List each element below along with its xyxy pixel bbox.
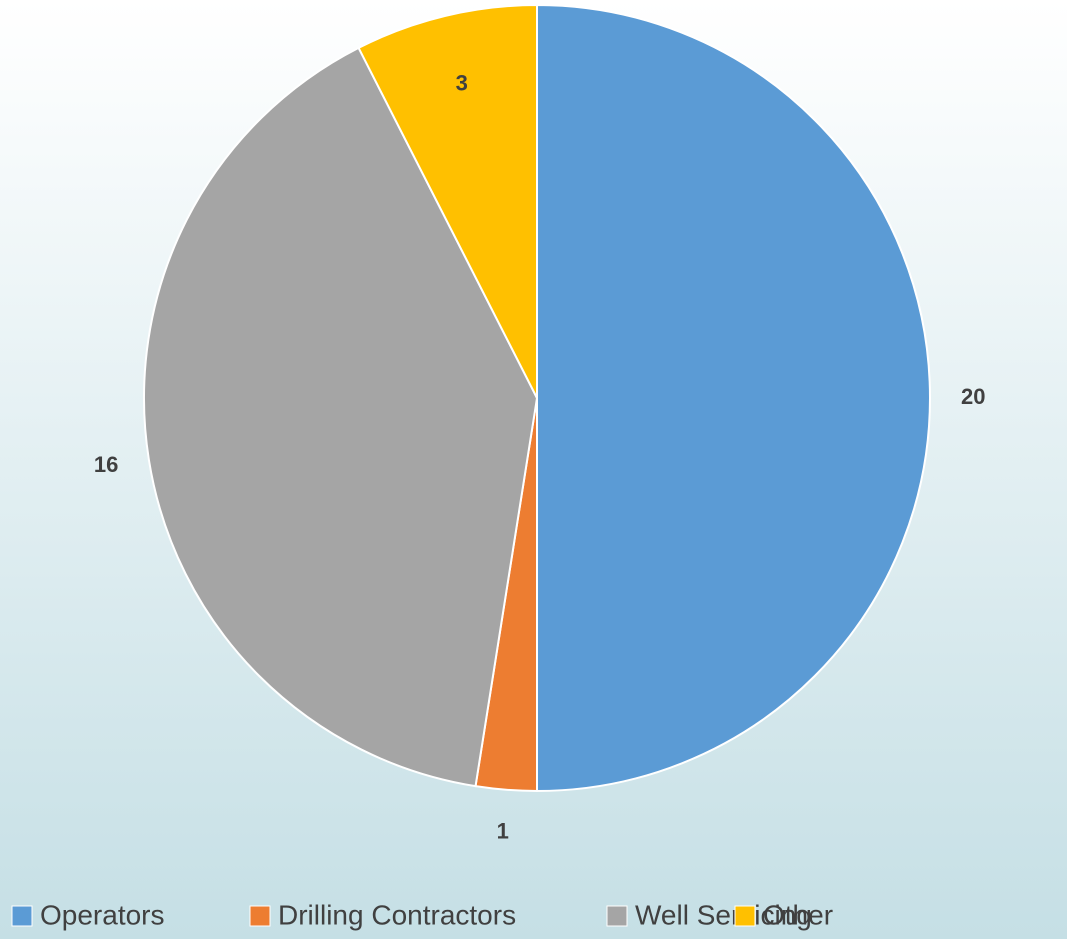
pie-slice (536, 3, 931, 793)
data-label: 20 (961, 384, 985, 409)
legend-swatch (11, 905, 33, 927)
data-label: 3 (456, 70, 468, 95)
legend-label: Operators (40, 899, 165, 930)
pie-slice (357, 3, 538, 399)
legend-label: Other (763, 899, 833, 930)
legend-swatch (249, 905, 271, 927)
data-label: 1 (497, 819, 509, 844)
legend-label: Well Servicing (635, 899, 812, 930)
data-label: 16 (94, 452, 118, 477)
pie-slice (143, 46, 539, 788)
legend-label: Drilling Contractors (278, 899, 516, 930)
legend-swatch (606, 905, 628, 927)
legend-swatch (734, 905, 756, 927)
